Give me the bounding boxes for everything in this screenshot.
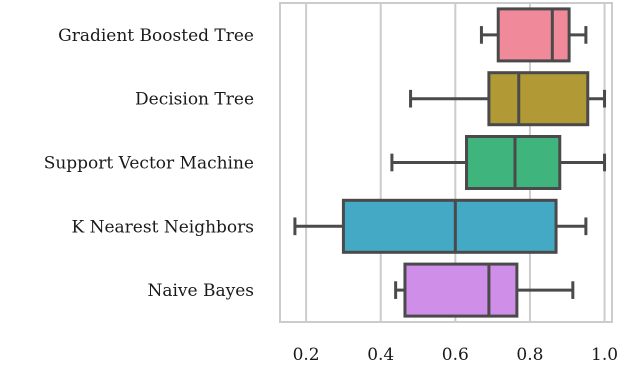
category-label-k-nearest-neighbors: K Nearest Neighbors (72, 217, 255, 237)
x-tick-labels: 0.2 0.4 0.6 0.8 1.0 (293, 345, 618, 365)
category-labels: Gradient Boosted Tree Decision Tree Suppor… (44, 26, 254, 301)
x-tick-label-0.2: 0.2 (293, 345, 320, 365)
x-tick-label-0.6: 0.6 (442, 345, 469, 365)
iqr-box-gradient-boosted-tree (496, 7, 571, 63)
category-label-naive-bayes: Naive Bayes (147, 281, 254, 301)
box-k-nearest-neighbors (293, 198, 588, 254)
plot-frame (279, 2, 613, 323)
box-series (293, 7, 607, 318)
category-label-support-vector-machine: Support Vector Machine (44, 154, 254, 174)
x-tick-label-0.8: 0.8 (516, 345, 543, 365)
iqr-box-decision-tree (487, 71, 590, 127)
iqr-box-naive-bayes (403, 262, 519, 318)
category-label-gradient-boosted-tree: Gradient Boosted Tree (58, 26, 254, 46)
iqr-box-support-vector-machine (465, 135, 562, 190)
box-decision-tree (409, 71, 607, 127)
box-gradient-boosted-tree (479, 7, 588, 63)
x-tick-label-0.4: 0.4 (367, 345, 394, 365)
box-support-vector-machine (390, 135, 607, 190)
iqr-box-k-nearest-neighbors (341, 198, 558, 254)
category-label-decision-tree: Decision Tree (135, 90, 254, 110)
x-tick-label-1.0: 1.0 (591, 345, 618, 365)
box-naive-bayes (394, 262, 575, 318)
